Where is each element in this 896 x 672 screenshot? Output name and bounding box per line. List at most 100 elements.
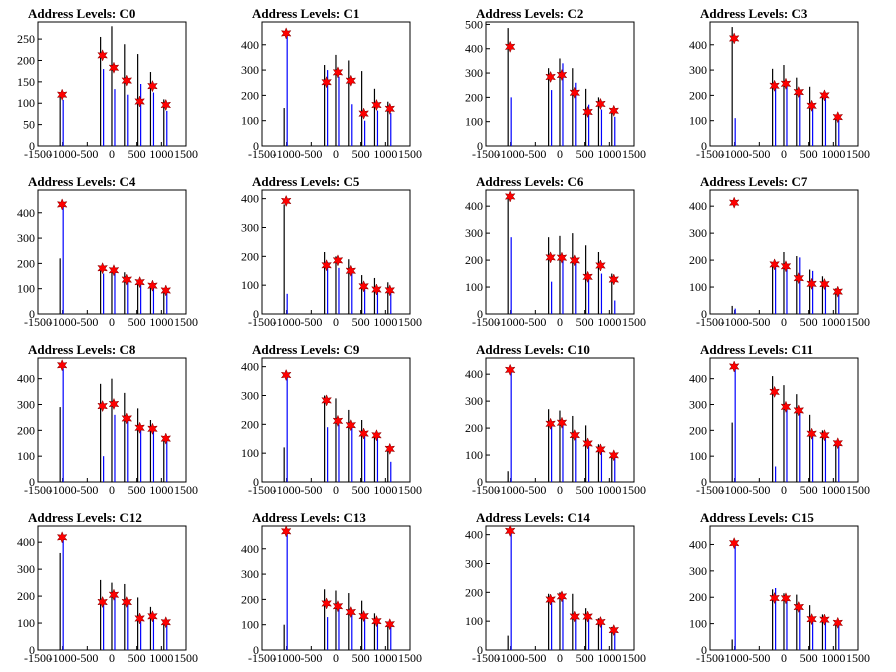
red-star-icon [97, 49, 108, 62]
y-tick-label: 400 [689, 199, 707, 213]
red-star-icon [556, 416, 568, 429]
x-tick-label: -1500 [24, 315, 52, 329]
y-tick-label: 400 [241, 542, 259, 556]
y-tick-label: 100 [465, 614, 483, 628]
y-tick-label: 0 [701, 643, 707, 657]
red-star-icon [147, 279, 158, 292]
x-tick-label: -500 [300, 483, 322, 497]
chart-title: Address Levels: C9 [252, 342, 360, 357]
red-star-icon [545, 417, 556, 430]
x-tick-label: 500 [128, 483, 146, 497]
chart-panel: Address Levels: C10 0 100 200 300 400 -1500-10… [465, 342, 646, 497]
x-tick-label: -1000 [49, 147, 77, 161]
red-star-icon [582, 437, 593, 450]
red-star-icon [545, 251, 556, 264]
y-tick-label: 150 [17, 75, 35, 89]
x-tick-label: -1000 [497, 483, 525, 497]
x-tick-label: 0 [109, 147, 115, 161]
x-tick-label: 1500 [846, 147, 870, 161]
y-tick-label: 0 [253, 475, 259, 489]
red-star-icon [56, 531, 68, 544]
x-tick-label: -500 [300, 147, 322, 161]
x-tick-label: -1000 [721, 651, 749, 665]
x-tick-label: 1500 [174, 147, 198, 161]
red-star-icon [332, 600, 344, 613]
chart-title: Address Levels: C10 [476, 342, 590, 357]
red-star-icon [384, 618, 396, 631]
y-tick-label: 300 [689, 398, 707, 412]
y-tick-label: 400 [465, 528, 483, 542]
chart-panel: Address Levels: C14 0 100 200 300 400 -1500-10… [465, 510, 646, 665]
red-star-icon [332, 414, 344, 428]
y-tick-label: 300 [689, 564, 707, 578]
red-star-icon [780, 77, 792, 90]
y-tick-label: 0 [701, 307, 707, 321]
x-tick-label: 1500 [622, 651, 646, 665]
red-star-icon [108, 588, 120, 601]
y-tick-label: 100 [689, 114, 707, 128]
red-star-icon [582, 270, 593, 283]
red-star-icon [780, 260, 792, 273]
y-tick-label: 0 [477, 475, 483, 489]
red-star-icon [384, 442, 396, 456]
y-tick-label: 0 [29, 307, 35, 321]
red-star-icon [371, 614, 382, 628]
chart-title: Address Levels: C1 [252, 6, 359, 21]
x-tick-label: 1000 [821, 147, 845, 161]
red-star-icon [545, 70, 556, 84]
red-star-icon [358, 107, 369, 120]
red-star-icon [569, 254, 581, 267]
y-tick-label: 100 [689, 617, 707, 631]
red-star-icon [569, 428, 581, 442]
x-tick-label: -1000 [273, 651, 301, 665]
x-tick-label: -500 [748, 651, 770, 665]
red-star-icon [56, 198, 68, 211]
x-tick-label: -1500 [472, 147, 500, 161]
y-tick-label: 200 [689, 590, 707, 604]
y-tick-label: 100 [689, 449, 707, 463]
red-star-icon [358, 609, 369, 623]
x-tick-label: -1500 [248, 147, 276, 161]
chart-title: Address Levels: C12 [28, 510, 142, 525]
red-star-icon [134, 612, 145, 625]
red-star-icon [582, 105, 593, 119]
x-tick-label: 1000 [373, 315, 397, 329]
x-tick-label: 1000 [373, 147, 397, 161]
chart-panel: Address Levels: C11 0 100 200 300 400 -1500-10… [689, 342, 870, 497]
x-tick-label: -1500 [248, 315, 276, 329]
x-tick-label: 500 [800, 651, 818, 665]
red-star-icon [793, 271, 805, 285]
x-tick-label: -1000 [497, 651, 525, 665]
chart-panel: Address Levels: C12 0 100 200 300 400 -1500-10… [17, 510, 198, 665]
x-tick-label: 1000 [821, 483, 845, 497]
chart-title: Address Levels: C3 [700, 6, 808, 21]
y-tick-label: 500 [465, 17, 483, 31]
chart-panel: Address Levels: C7 0 100 200 300 400 -1500-100… [689, 174, 870, 329]
x-tick-label: 500 [352, 147, 370, 161]
red-star-icon [556, 251, 568, 264]
red-star-icon [819, 613, 830, 626]
red-star-icon [147, 79, 158, 93]
y-tick-label: 100 [17, 616, 35, 630]
red-star-icon [108, 397, 120, 411]
red-star-icon [321, 259, 332, 272]
red-star-icon [832, 616, 844, 630]
red-star-icon [819, 277, 830, 291]
y-tick-label: 50 [23, 118, 35, 132]
x-tick-label: 1000 [597, 147, 621, 161]
red-star-icon [345, 605, 357, 619]
x-tick-label: 1500 [398, 651, 422, 665]
y-tick-label: 400 [17, 372, 35, 386]
chart-title: Address Levels: C6 [476, 174, 584, 189]
x-tick-label: 500 [128, 147, 146, 161]
x-tick-label: 0 [557, 651, 563, 665]
red-star-icon [769, 258, 780, 271]
x-tick-label: -500 [76, 651, 98, 665]
x-tick-label: 0 [109, 651, 115, 665]
x-tick-label: 1500 [398, 483, 422, 497]
x-tick-label: 0 [109, 483, 115, 497]
x-tick-label: -1000 [273, 483, 301, 497]
x-tick-label: -1000 [721, 483, 749, 497]
red-star-icon [832, 437, 844, 450]
y-tick-label: 200 [17, 589, 35, 603]
